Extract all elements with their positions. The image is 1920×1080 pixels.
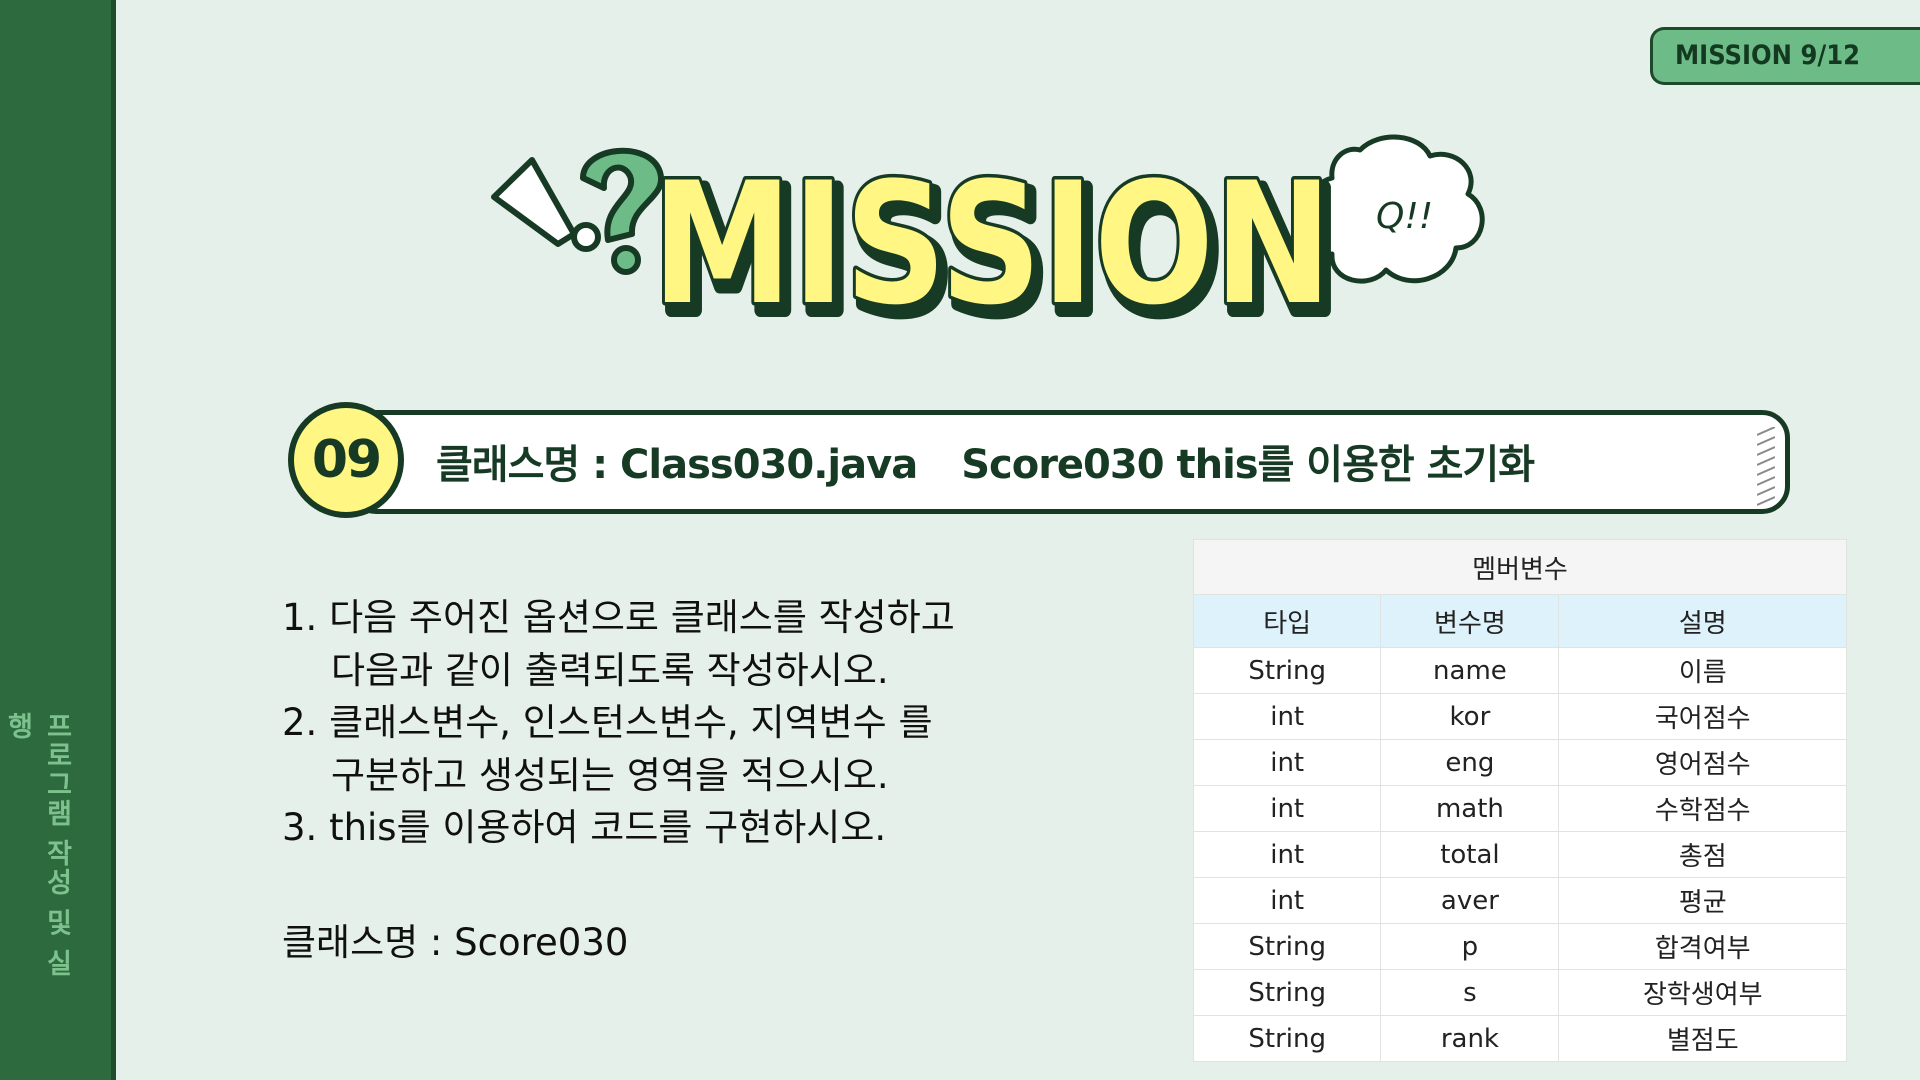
- table-caption: 멤버변수: [1193, 539, 1847, 595]
- cell-description: 장학생여부: [1558, 969, 1847, 1016]
- cell-type: int: [1192, 785, 1382, 832]
- target-class-name: 클래스명 : Score030: [282, 921, 629, 964]
- cell-type: String: [1192, 969, 1382, 1016]
- bubble-text: Q!!: [1376, 196, 1433, 237]
- cell-description: 총점: [1558, 831, 1847, 878]
- mission-hero-graphic: Q!! MISSION MISSION: [491, 134, 1485, 357]
- cell-description: 별점도: [1558, 1015, 1847, 1062]
- table-row: int total 총점: [1192, 831, 1847, 878]
- cell-type: int: [1192, 877, 1382, 924]
- cell-description: 영어점수: [1558, 739, 1847, 786]
- cell-variable: eng: [1380, 739, 1560, 786]
- table-row: String p 합격여부: [1192, 923, 1847, 970]
- mission-ribbon: 09 클래스명 : Class030.java Score030 this를 이용…: [288, 402, 1798, 520]
- mission-title-bar: [348, 410, 1790, 514]
- cell-type: int: [1192, 693, 1382, 740]
- mission-subtitle: Score030 this를 이용한 초기화: [961, 442, 1535, 488]
- column-header-type: 타입: [1192, 594, 1382, 648]
- sidebar-edge: [111, 0, 116, 1080]
- mission-number: 09: [288, 402, 404, 518]
- mission-hero: Q!! MISSION MISSION: [480, 130, 1500, 357]
- cell-variable: kor: [1380, 693, 1560, 740]
- cell-variable: s: [1380, 969, 1560, 1016]
- cell-description: 합격여부: [1558, 923, 1847, 970]
- task-list: 1. 다음 주어진 옵션으로 클래스를 작성하고 다음과 같이 출력되도록 작성…: [282, 592, 1182, 855]
- table-row: int kor 국어점수: [1192, 693, 1847, 740]
- cell-variable: total: [1380, 831, 1560, 878]
- cell-type: int: [1192, 831, 1382, 878]
- table-row: String rank 별점도: [1192, 1015, 1847, 1062]
- column-header-description: 설명: [1558, 594, 1847, 648]
- table-row: int eng 영어점수: [1192, 739, 1847, 786]
- table-row: String name 이름: [1192, 647, 1847, 694]
- mission-class-label: 클래스명 : Class030.java: [436, 442, 918, 488]
- speech-bubble-icon: Q!!: [1306, 134, 1485, 284]
- cell-type: String: [1192, 647, 1382, 694]
- task-line: 구분하고 생성되는 영역을 적으시오.: [331, 753, 889, 797]
- cell-variable: rank: [1380, 1015, 1560, 1062]
- cell-description: 이름: [1558, 647, 1847, 694]
- hero-title-shadow: MISSION: [658, 154, 1338, 330]
- hero-title: MISSION: [652, 146, 1332, 330]
- task-line: 1. 다음 주어진 옵션으로 클래스를 작성하고: [282, 596, 955, 639]
- member-variable-table: 멤버변수 타입 변수명 설명 String name 이름 int kor 국어점수 i…: [1192, 539, 1847, 1062]
- cell-type: String: [1192, 1015, 1382, 1062]
- table-row: String s 장학생여부: [1192, 969, 1847, 1016]
- table-row: int aver 평균: [1192, 877, 1847, 924]
- task-line: 2. 클래스변수, 인스턴스변수, 지역변수 를: [282, 701, 933, 744]
- cell-variable: aver: [1380, 877, 1560, 924]
- hatch-decoration: [1757, 427, 1775, 506]
- mission-heading: 클래스명 : Class030.java Score030 this를 이용한 초…: [436, 432, 1535, 490]
- cell-variable: name: [1380, 647, 1560, 694]
- cell-description: 국어점수: [1558, 693, 1847, 740]
- task-line: 3. this를 이용하여 코드를 구현하시오.: [282, 806, 887, 849]
- table-row: int math 수학점수: [1192, 785, 1847, 832]
- cell-description: 수학점수: [1558, 785, 1847, 832]
- sidebar-title: 프로그램 작성 및 실행: [2, 712, 72, 979]
- cell-variable: p: [1380, 923, 1560, 970]
- cell-description: 평균: [1558, 877, 1847, 924]
- cell-variable: math: [1380, 785, 1560, 832]
- exclamation-icon: [491, 157, 601, 252]
- column-header-name: 변수명: [1380, 594, 1560, 648]
- task-line: 다음과 같이 출력되도록 작성하시오.: [331, 648, 889, 692]
- sidebar: 프로그램 작성 및 실행: [0, 0, 116, 1080]
- question-mark-icon: [580, 147, 665, 275]
- cell-type: String: [1192, 923, 1382, 970]
- mission-progress-badge: MISSION 9/12: [1650, 27, 1920, 85]
- cell-type: int: [1192, 739, 1382, 786]
